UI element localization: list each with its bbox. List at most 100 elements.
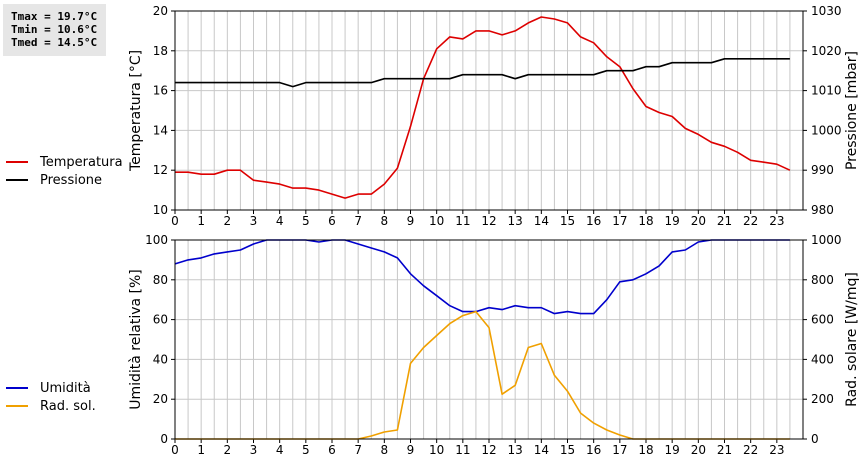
x-tick-label: 17 bbox=[612, 443, 627, 457]
legend-swatch-pressure bbox=[6, 179, 28, 181]
y-tick-label: 10 bbox=[153, 203, 168, 217]
x-tick-label: 14 bbox=[534, 214, 549, 228]
plot-frame bbox=[174, 10, 804, 211]
y2-tick-label: 200 bbox=[811, 392, 834, 406]
y2-tick-label: 1010 bbox=[811, 84, 842, 98]
x-tick-label: 21 bbox=[717, 443, 732, 457]
x-tick-label: 6 bbox=[328, 214, 336, 228]
x-tick-label: 22 bbox=[743, 214, 758, 228]
y-axis-title: Temperatura [°C] bbox=[128, 50, 144, 172]
x-tick-label: 11 bbox=[455, 443, 470, 457]
series-line-pressure bbox=[175, 57, 790, 88]
x-tick-label: 23 bbox=[769, 443, 784, 457]
x-tick-label: 17 bbox=[612, 214, 627, 228]
legend-item-pressure: Pressione bbox=[6, 171, 123, 189]
x-tick-label: 5 bbox=[302, 214, 310, 228]
y2-tick-label: 1030 bbox=[811, 4, 842, 18]
legend-label-humidity: Umidità bbox=[40, 380, 91, 396]
y-tick-label: 14 bbox=[153, 123, 168, 137]
x-tick-label: 16 bbox=[586, 214, 601, 228]
x-tick-label: 3 bbox=[250, 443, 258, 457]
legend-swatch-humidity bbox=[6, 387, 28, 389]
y2-tick-label: 980 bbox=[811, 203, 834, 217]
stats-tmax: Tmax = 19.7°C bbox=[11, 10, 98, 23]
y-tick-label: 0 bbox=[160, 432, 168, 446]
chart-panel-2: 0 1 2 3 4 5 6 7 8 9 10 11 12 13 14 15 16 17 18 19 20 21 22 2302… bbox=[128, 233, 860, 457]
x-tick-label: 7 bbox=[354, 214, 362, 228]
y-tick-label: 18 bbox=[153, 44, 168, 58]
legend-item-temperature: Temperatura bbox=[6, 153, 123, 171]
x-tick-label: 12 bbox=[481, 214, 496, 228]
x-tick-label: 0 bbox=[171, 214, 179, 228]
y2-tick-label: 800 bbox=[811, 273, 834, 287]
x-tick-label: 16 bbox=[586, 443, 601, 457]
x-tick-label: 23 bbox=[769, 214, 784, 228]
x-tick-label: 10 bbox=[429, 443, 444, 457]
x-tick-label: 14 bbox=[534, 443, 549, 457]
x-tick-label: 15 bbox=[560, 443, 575, 457]
x-tick-label: 15 bbox=[560, 214, 575, 228]
y-tick-label: 60 bbox=[153, 313, 168, 327]
stats-tmed: Tmed = 14.5°C bbox=[11, 36, 98, 49]
series-line-humidity bbox=[174, 239, 790, 315]
legend-bottom: Umidità Rad. sol. bbox=[6, 379, 96, 415]
series-line-temperature bbox=[175, 16, 791, 199]
legend-label-pressure: Pressione bbox=[40, 172, 103, 188]
x-tick-label: 9 bbox=[407, 214, 415, 228]
stats-tmin: Tmin = 10.6°C bbox=[11, 23, 98, 36]
legend-swatch-radiation bbox=[6, 405, 28, 407]
x-tick-label: 11 bbox=[455, 214, 470, 228]
y-tick-label: 20 bbox=[153, 392, 168, 406]
x-tick-label: 18 bbox=[638, 214, 653, 228]
y-tick-label: 80 bbox=[153, 273, 168, 287]
y2-tick-label: 1000 bbox=[811, 233, 842, 247]
legend-item-radiation: Rad. sol. bbox=[6, 397, 96, 415]
y2-tick-label: 400 bbox=[811, 352, 834, 366]
legend-label-temperature: Temperatura bbox=[40, 154, 123, 170]
x-tick-label: 10 bbox=[429, 214, 444, 228]
x-tick-label: 4 bbox=[276, 443, 284, 457]
y-axis-title: Umidità relativa [%] bbox=[128, 269, 144, 410]
x-tick-label: 7 bbox=[354, 443, 362, 457]
x-tick-label: 2 bbox=[224, 443, 232, 457]
x-tick-label: 19 bbox=[665, 214, 680, 228]
series-line-radiation bbox=[175, 310, 790, 440]
x-tick-label: 19 bbox=[665, 443, 680, 457]
y-tick-label: 16 bbox=[153, 84, 168, 98]
y-tick-label: 20 bbox=[153, 4, 168, 18]
y2-tick-label: 1020 bbox=[811, 44, 842, 58]
x-tick-label: 1 bbox=[197, 443, 205, 457]
x-tick-label: 8 bbox=[381, 443, 389, 457]
y2-axis-title: Rad. solare [W/mq] bbox=[844, 272, 860, 407]
y2-tick-label: 1000 bbox=[811, 123, 842, 137]
x-tick-label: 9 bbox=[407, 443, 415, 457]
legend-swatch-temperature bbox=[6, 161, 28, 163]
legend-top: Temperatura Pressione bbox=[6, 153, 123, 189]
x-tick-label: 8 bbox=[381, 214, 389, 228]
y2-axis-title: Pressione [mbar] bbox=[844, 51, 860, 170]
y2-tick-label: 0 bbox=[811, 432, 819, 446]
x-tick-label: 20 bbox=[691, 443, 706, 457]
x-tick-label: 18 bbox=[638, 443, 653, 457]
plot-frame bbox=[174, 239, 804, 440]
x-tick-label: 22 bbox=[743, 443, 758, 457]
y-tick-label: 40 bbox=[153, 352, 168, 366]
x-tick-label: 5 bbox=[302, 443, 310, 457]
y2-tick-label: 600 bbox=[811, 313, 834, 327]
x-tick-label: 6 bbox=[328, 443, 336, 457]
x-tick-label: 13 bbox=[508, 443, 523, 457]
x-tick-label: 3 bbox=[250, 214, 258, 228]
x-tick-label: 13 bbox=[508, 214, 523, 228]
x-tick-label: 0 bbox=[171, 443, 179, 457]
x-tick-label: 21 bbox=[717, 214, 732, 228]
legend-item-humidity: Umidità bbox=[6, 379, 96, 397]
x-tick-label: 2 bbox=[224, 214, 232, 228]
y-tick-label: 12 bbox=[153, 163, 168, 177]
chart-panel-1: 0 1 2 3 4 5 6 7 8 9 10 11 12 13 14 15 16 17 18 19 20 21 22 23 10… bbox=[128, 4, 860, 228]
x-tick-label: 4 bbox=[276, 214, 284, 228]
stats-box: Tmax = 19.7°C Tmin = 10.6°C Tmed = 14.5°… bbox=[3, 4, 106, 56]
x-tick-label: 12 bbox=[481, 443, 496, 457]
x-tick-label: 20 bbox=[691, 214, 706, 228]
legend-label-radiation: Rad. sol. bbox=[40, 398, 96, 414]
